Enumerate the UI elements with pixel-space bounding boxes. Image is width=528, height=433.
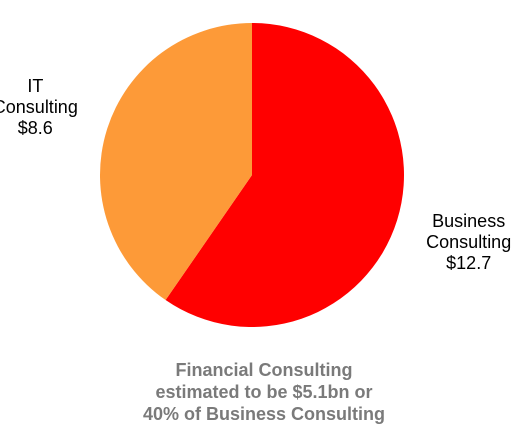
value-label: $12.7: [446, 253, 492, 274]
annotation-line: 40% of Business Consulting: [142, 404, 386, 424]
category-label: Business Consulting: [426, 211, 512, 253]
category-label: IT Consulting: [0, 75, 78, 117]
annotation-line: Financial Consulting: [175, 360, 353, 380]
pie-slice: [99, 23, 252, 301]
value-label: $8.6: [17, 117, 53, 138]
pie-slice: [165, 23, 404, 328]
slice-label: Business Consulting $12.7: [419, 211, 519, 274]
slice-label: IT Consulting $8.6: [0, 76, 85, 139]
annotation-line: estimated to be $5.1bn or: [155, 382, 373, 402]
annotation: Financial Consulting estimated to be $5.1…: [0, 359, 528, 425]
